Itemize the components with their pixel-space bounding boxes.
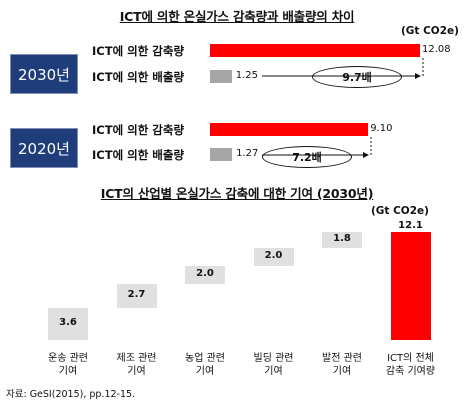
chart-unit: (Gt CO2e) <box>371 205 429 217</box>
ratio-ellipse-2030: 9.7배 <box>312 66 402 88</box>
top-title: ICT에 의한 온실가스 감축량과 배출량의 차이 <box>119 9 355 24</box>
waterfall-value-label: 3.6 <box>59 316 77 328</box>
reduction-label-2030: ICT에 의한 감축량 <box>92 44 185 58</box>
emission-bar-2030 <box>210 70 232 83</box>
waterfall-value-label: 2.0 <box>196 267 214 279</box>
waterfall-bar <box>48 307 88 340</box>
top-unit: (Gt CO2e) <box>401 25 459 37</box>
waterfall-value-label: 2.7 <box>127 288 146 300</box>
waterfall-bar <box>116 283 157 308</box>
emission-label-2020: ICT에 의한 배출량 <box>92 148 185 162</box>
reduction-bar-2030 <box>210 44 420 57</box>
reduction-bar-2020 <box>210 123 369 136</box>
waterfall-category-label: 운송 관련 기여 <box>48 353 88 377</box>
waterfall-value-label: 1.8 <box>333 233 351 245</box>
emission-bar-2020 <box>210 148 233 161</box>
source-note: 자료: GeSI(2015), pp.12-15. <box>6 389 136 400</box>
waterfall-category-label: 발전 관련 기여 <box>322 353 362 377</box>
reduction-value-2030: 12.08 <box>422 44 451 55</box>
ratio-ellipse-2020: 7.2배 <box>262 146 352 168</box>
emission-value-2030: 1.25 <box>235 70 258 81</box>
chart-title: ICT의 산업별 온실가스 감축에 대한 기여 (2030년) <box>100 186 374 201</box>
waterfall-value-label: 12.1 <box>398 220 423 231</box>
waterfall-category-label: 농업 관련 기여 <box>185 353 225 377</box>
waterfall-bar <box>322 232 362 249</box>
waterfall-value-label: 2.0 <box>264 249 283 261</box>
waterfall-bar <box>390 232 431 340</box>
waterfall-category-label: 제조 관련 기여 <box>116 353 157 377</box>
emission-label-2030: ICT에 의한 배출량 <box>92 70 185 84</box>
waterfall-category-label: 빌딩 관련 기여 <box>253 353 294 377</box>
waterfall-bar <box>253 248 294 266</box>
waterfall-bar <box>185 265 225 284</box>
reduction-value-2020: 9.10 <box>370 123 393 134</box>
year-box-2030: 2030년 <box>10 54 78 94</box>
reduction-label-2020: ICT에 의한 감축량 <box>92 123 185 137</box>
emission-value-2020: 1.27 <box>236 148 259 159</box>
waterfall-category-label: ICT의 전체 감축 기여량 <box>385 353 436 377</box>
year-box-2020: 2020년 <box>10 128 78 168</box>
